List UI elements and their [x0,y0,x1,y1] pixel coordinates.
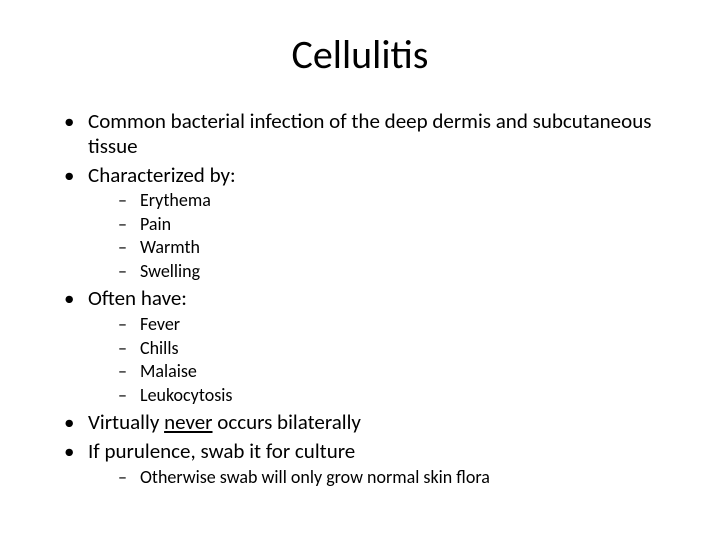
sub-bullet-item: Leukocytosis [118,384,680,407]
bullet-list-level2: Erythema Pain Warmth Swelling [88,189,680,282]
bullet-item: Often have: Fever Chills Malaise Leukocy… [64,286,680,406]
bullet-text: Common bacterial infection of the deep d… [88,108,651,159]
bullet-text: Often have: [88,285,187,311]
sub-bullet-text: Malaise [140,360,197,382]
sub-bullet-text: Warmth [140,236,200,258]
slide-container: Cellulitis Common bacterial infection of… [0,0,720,540]
slide-title: Cellulitis [40,30,680,79]
sub-bullet-text: Fever [140,313,180,335]
bullet-item: Virtually never occurs bilaterally [64,410,680,435]
bullet-text-underlined: never [164,409,212,435]
bullet-text: If purulence, swab it for culture [88,438,355,464]
sub-bullet-item: Pain [118,213,680,236]
sub-bullet-item: Erythema [118,189,680,212]
bullet-text-post: occurs bilaterally [213,409,361,435]
bullet-list-level2: Otherwise swab will only grow normal ski… [88,466,680,489]
sub-bullet-item: Fever [118,313,680,336]
bullet-text-pre: Virtually [88,409,164,435]
sub-bullet-text: Leukocytosis [140,384,232,406]
sub-bullet-item: Swelling [118,260,680,283]
bullet-list-level1: Common bacterial infection of the deep d… [40,109,680,488]
sub-bullet-text: Otherwise swab will only grow normal ski… [140,466,490,488]
bullet-list-level2: Fever Chills Malaise Leukocytosis [88,313,680,406]
bullet-item: Characterized by: Erythema Pain Warmth S… [64,163,680,283]
bullet-text: Characterized by: [88,162,236,188]
sub-bullet-text: Chills [140,337,179,359]
sub-bullet-text: Swelling [140,260,200,282]
sub-bullet-text: Erythema [140,189,211,211]
sub-bullet-item: Otherwise swab will only grow normal ski… [118,466,680,489]
sub-bullet-text: Pain [140,213,171,235]
sub-bullet-item: Warmth [118,236,680,259]
sub-bullet-item: Malaise [118,360,680,383]
sub-bullet-item: Chills [118,337,680,360]
bullet-item: Common bacterial infection of the deep d… [64,109,680,159]
bullet-item: If purulence, swab it for culture Otherw… [64,439,680,488]
